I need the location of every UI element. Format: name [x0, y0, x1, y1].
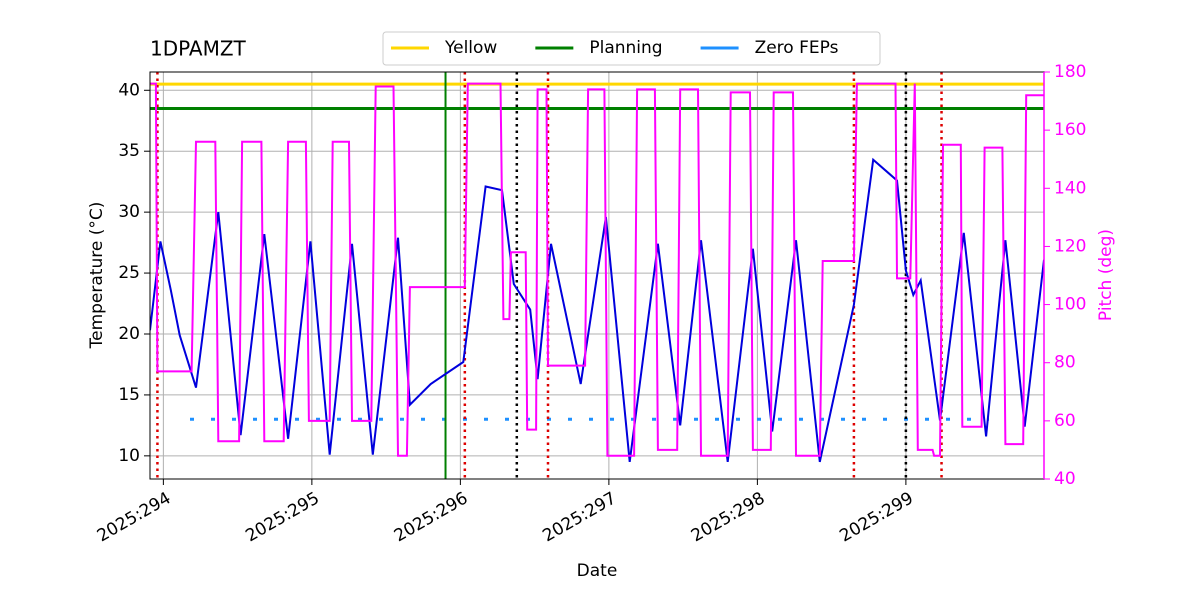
y2-axis-label: Pitch (deg)	[1096, 229, 1116, 321]
y-tick-label: 25	[118, 263, 140, 283]
y-tick-label: 30	[118, 202, 140, 222]
y-tick-label: 35	[118, 141, 140, 161]
y2-tick-label: 140	[1054, 178, 1086, 198]
legend-label: Yellow	[444, 38, 497, 58]
series-line	[150, 82, 1044, 457]
series-line	[150, 157, 1044, 463]
legend-label: Zero FEPs	[755, 38, 839, 58]
y-tick-label: 15	[118, 385, 140, 405]
x-tick-label: 2025:295	[242, 488, 323, 546]
y2-tick-label: 120	[1054, 236, 1086, 256]
x-axis-label: Date	[577, 561, 618, 581]
y2-tick-label: 60	[1054, 411, 1076, 431]
y-axis-label: Temperature (°C)	[87, 202, 107, 350]
x-tick-label: 2025:294	[94, 488, 175, 546]
y-tick-label: 20	[118, 324, 140, 344]
x-tick-label: 2025:299	[836, 488, 917, 546]
y-tick-label: 10	[118, 446, 140, 466]
legend: Yellow Planning Zero FEPs	[382, 31, 881, 66]
legend-label: Planning	[589, 38, 662, 58]
chart-title: 1DPAMZT	[150, 37, 247, 61]
y2-tick-label: 180	[1054, 62, 1086, 82]
y2-tick-label: 40	[1054, 469, 1076, 489]
x-tick-label: 2025:298	[688, 488, 769, 546]
x-tick-label: 2025:296	[391, 488, 472, 546]
legend-box	[382, 31, 881, 66]
y2-tick-label: 160	[1054, 120, 1086, 140]
y2-tick-label: 80	[1054, 353, 1076, 373]
y-tick-label: 40	[118, 80, 140, 100]
x-tick-label: 2025:297	[539, 488, 620, 546]
y2-tick-label: 100	[1054, 295, 1086, 315]
